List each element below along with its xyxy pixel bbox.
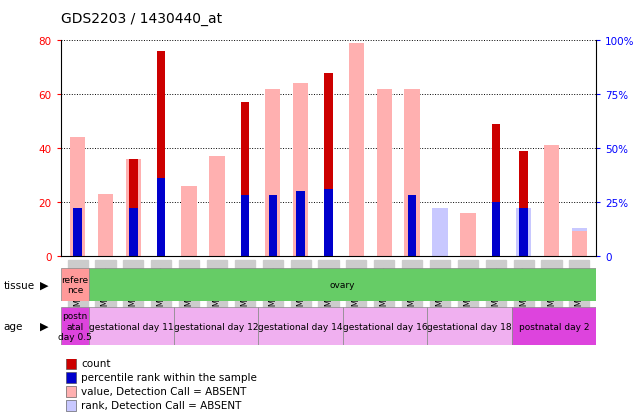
Bar (74, 209, 82, 256)
Bar (519, 209, 528, 256)
Bar (349, 44, 364, 256)
Text: gestational day 16: gestational day 16 (342, 322, 427, 331)
Text: GDS2203 / 1430440_at: GDS2203 / 1430440_at (61, 12, 222, 26)
Bar (492, 124, 500, 256)
Bar (544, 146, 559, 256)
Bar (519, 151, 528, 256)
Bar (377, 198, 392, 256)
Bar (342, 308, 427, 345)
Text: value, Detection Call = ABSENT: value, Detection Call = ABSENT (81, 387, 247, 396)
Bar (349, 194, 364, 256)
Text: count: count (81, 358, 111, 368)
Text: gestational day 14: gestational day 14 (258, 322, 342, 331)
Bar (181, 211, 197, 256)
Bar (296, 192, 305, 256)
Bar (427, 308, 512, 345)
Text: refere
nce: refere nce (62, 275, 88, 294)
Bar (269, 196, 277, 256)
Bar (324, 190, 333, 256)
Bar (460, 213, 476, 256)
Bar (265, 194, 280, 256)
Text: ovary: ovary (330, 280, 355, 290)
Bar (70, 209, 85, 256)
Bar (572, 232, 587, 256)
Bar (408, 196, 417, 256)
Text: postn
atal
day 0.5: postn atal day 0.5 (58, 311, 92, 341)
Bar (126, 209, 141, 256)
Text: rank, Detection Call = ABSENT: rank, Detection Call = ABSENT (81, 401, 242, 411)
Bar (404, 196, 420, 256)
Bar (293, 84, 308, 256)
Text: gestational day 12: gestational day 12 (174, 322, 258, 331)
Text: gestational day 11: gestational day 11 (89, 322, 174, 331)
Bar (157, 52, 165, 256)
Text: gestational day 18: gestational day 18 (427, 322, 512, 331)
Bar (61, 268, 89, 301)
Text: ▶: ▶ (40, 280, 48, 290)
Bar (66, 386, 76, 397)
Bar (98, 194, 113, 256)
Bar (265, 90, 280, 256)
Bar (66, 358, 76, 370)
Bar (240, 196, 249, 256)
Bar (240, 103, 249, 256)
Bar (70, 138, 85, 256)
Bar (98, 215, 113, 256)
Text: age: age (3, 321, 22, 331)
Bar (210, 209, 225, 256)
Text: postnatal day 2: postnatal day 2 (519, 322, 589, 331)
Bar (126, 159, 141, 256)
Text: percentile rank within the sample: percentile rank within the sample (81, 373, 257, 382)
Bar (512, 308, 596, 345)
Bar (174, 308, 258, 345)
Bar (432, 209, 447, 256)
Bar (258, 308, 342, 345)
Bar (89, 308, 174, 345)
Bar (61, 308, 89, 345)
Bar (404, 90, 420, 256)
Bar (66, 372, 76, 383)
Bar (572, 228, 587, 256)
Bar (129, 209, 138, 256)
Text: ▶: ▶ (40, 321, 48, 331)
Bar (210, 157, 225, 256)
Bar (377, 90, 392, 256)
Bar (516, 209, 531, 256)
Bar (66, 400, 76, 411)
Bar (129, 159, 138, 256)
Bar (324, 74, 333, 256)
Text: tissue: tissue (3, 280, 35, 290)
Bar (492, 202, 500, 256)
Bar (157, 179, 165, 256)
Bar (181, 186, 197, 256)
